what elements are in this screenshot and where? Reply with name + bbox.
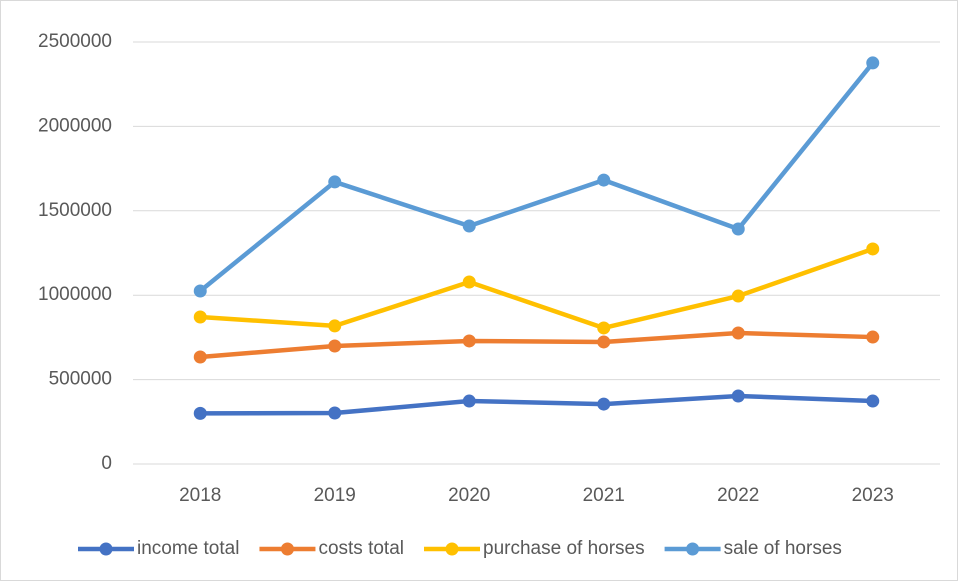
data-point — [462, 219, 476, 233]
data-point — [462, 275, 476, 289]
y-tick-label: 500000 — [49, 369, 112, 390]
x-tick-label: 2020 — [448, 485, 490, 506]
legend-label: income total — [137, 538, 239, 559]
data-point — [462, 394, 476, 408]
data-point — [328, 406, 342, 420]
y-tick-label: 1000000 — [38, 284, 112, 305]
data-point — [193, 310, 207, 324]
legend-marker — [99, 542, 113, 556]
data-point — [731, 222, 745, 236]
data-point — [866, 330, 880, 344]
series-line — [198, 61, 875, 293]
data-point — [193, 350, 207, 364]
data-point — [328, 319, 342, 333]
y-tick-label: 1500000 — [38, 200, 112, 221]
data-point — [193, 406, 207, 420]
data-point — [597, 321, 611, 335]
legend-label: sale of horses — [724, 538, 842, 559]
data-point — [731, 389, 745, 403]
data-point — [462, 334, 476, 348]
data-point — [866, 56, 880, 70]
data-point — [866, 394, 880, 408]
data-point — [731, 326, 745, 340]
data-point — [866, 242, 880, 256]
legend-marker — [280, 542, 294, 556]
x-tick-label: 2018 — [179, 485, 221, 506]
y-tick-label: 0 — [101, 453, 112, 474]
data-point — [597, 335, 611, 349]
x-tick-label: 2021 — [583, 485, 625, 506]
data-point — [597, 397, 611, 411]
series-line — [200, 330, 873, 360]
y-tick-label: 2000000 — [38, 115, 112, 136]
x-tick-label: 2023 — [852, 485, 894, 506]
y-tick-label: 2500000 — [38, 31, 112, 52]
legend-marker — [686, 542, 700, 556]
data-point — [597, 173, 611, 187]
legend-label: purchase of horses — [483, 538, 645, 559]
data-point — [328, 339, 342, 353]
data-point — [328, 175, 342, 189]
data-point — [193, 284, 207, 298]
data-point — [731, 289, 745, 303]
legend-label: costs total — [318, 538, 404, 559]
legend-marker — [445, 542, 459, 556]
x-tick-label: 2019 — [314, 485, 356, 506]
series-line — [200, 246, 874, 331]
x-tick-label: 2022 — [717, 485, 759, 506]
series-line — [200, 393, 873, 416]
